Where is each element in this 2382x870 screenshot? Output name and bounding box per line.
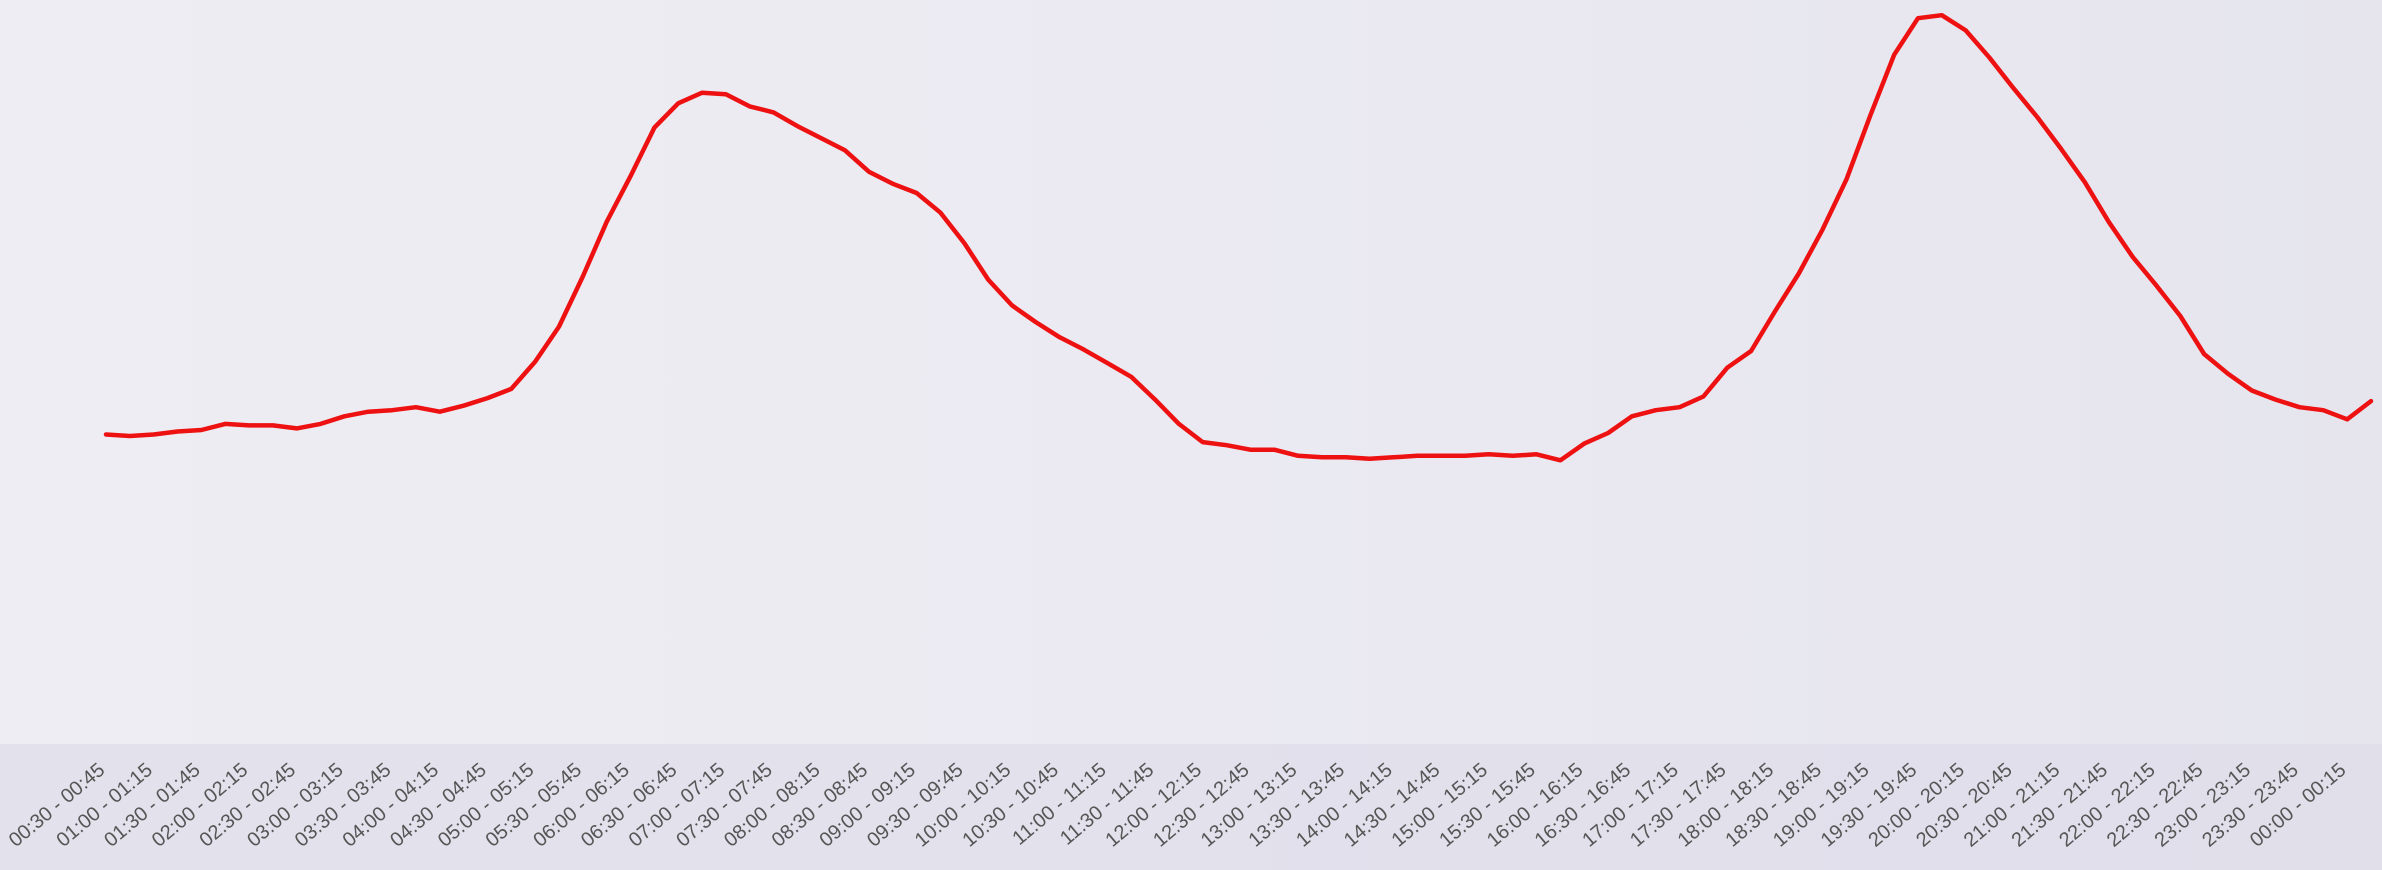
line [103,12,2374,463]
label-band [0,744,2382,870]
